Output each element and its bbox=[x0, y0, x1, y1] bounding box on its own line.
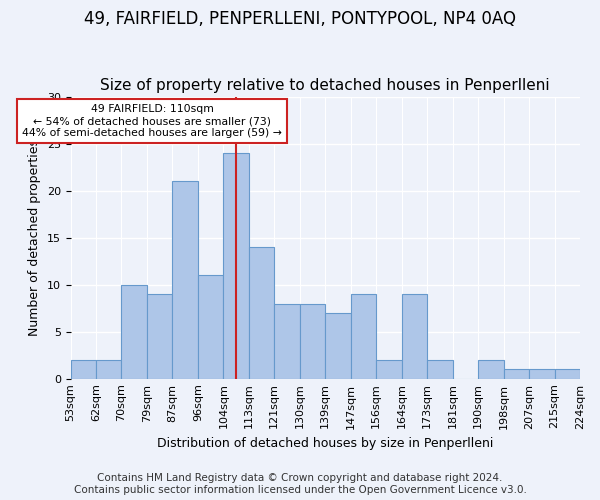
Y-axis label: Number of detached properties: Number of detached properties bbox=[28, 140, 41, 336]
Bar bbox=[198, 276, 223, 378]
Bar bbox=[71, 360, 96, 378]
Text: 49 FAIRFIELD: 110sqm
← 54% of detached houses are smaller (73)
44% of semi-detac: 49 FAIRFIELD: 110sqm ← 54% of detached h… bbox=[22, 104, 282, 138]
Bar bbox=[351, 294, 376, 378]
Bar bbox=[147, 294, 172, 378]
Bar bbox=[325, 313, 351, 378]
Bar bbox=[172, 182, 198, 378]
Bar bbox=[121, 285, 147, 378]
X-axis label: Distribution of detached houses by size in Penperlleni: Distribution of detached houses by size … bbox=[157, 437, 493, 450]
Bar bbox=[503, 370, 529, 378]
Title: Size of property relative to detached houses in Penperlleni: Size of property relative to detached ho… bbox=[100, 78, 550, 93]
Text: Contains HM Land Registry data © Crown copyright and database right 2024.
Contai: Contains HM Land Registry data © Crown c… bbox=[74, 474, 526, 495]
Bar bbox=[249, 247, 274, 378]
Bar bbox=[376, 360, 401, 378]
Bar bbox=[96, 360, 121, 378]
Bar bbox=[554, 370, 580, 378]
Bar bbox=[401, 294, 427, 378]
Bar bbox=[427, 360, 452, 378]
Bar bbox=[300, 304, 325, 378]
Bar bbox=[478, 360, 503, 378]
Bar bbox=[223, 154, 249, 378]
Bar bbox=[529, 370, 554, 378]
Bar bbox=[274, 304, 300, 378]
Text: 49, FAIRFIELD, PENPERLLENI, PONTYPOOL, NP4 0AQ: 49, FAIRFIELD, PENPERLLENI, PONTYPOOL, N… bbox=[84, 10, 516, 28]
